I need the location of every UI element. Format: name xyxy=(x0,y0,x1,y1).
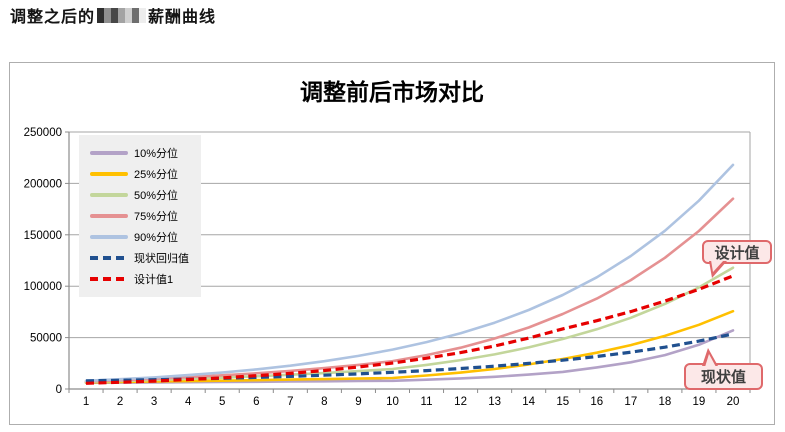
series-line-90%分位 xyxy=(84,163,735,383)
legend-swatch xyxy=(90,214,128,218)
legend-label: 10%分位 xyxy=(134,148,179,160)
legend-swatch xyxy=(90,256,128,260)
legend-label: 50%分位 xyxy=(134,190,179,202)
x-axis-label: 5 xyxy=(219,396,225,408)
y-axis-label: 250000 xyxy=(24,127,62,139)
x-axis-label: 2 xyxy=(117,396,123,408)
legend-swatch xyxy=(90,172,128,176)
x-axis-label: 18 xyxy=(658,396,671,408)
x-axis-label: 6 xyxy=(253,396,259,408)
chart-title: 调整前后市场对比 xyxy=(300,79,484,105)
redaction-block xyxy=(132,7,140,23)
x-axis-label: 3 xyxy=(151,396,157,408)
x-axis-label: 16 xyxy=(590,396,603,408)
legend-item: 50%分位 xyxy=(90,185,196,205)
x-axis-label: 12 xyxy=(454,396,467,408)
redaction-block xyxy=(118,7,126,23)
callout-design-value: 设计值 xyxy=(702,240,772,278)
legend-swatch xyxy=(90,151,128,155)
x-axis-label: 10 xyxy=(386,396,399,408)
redaction-block xyxy=(125,7,133,23)
y-axis-label: 200000 xyxy=(24,178,62,190)
y-axis-label: 0 xyxy=(56,384,62,396)
x-axis-label: 9 xyxy=(355,396,361,408)
x-axis-label: 1 xyxy=(83,396,89,408)
legend-item: 现状回归值 xyxy=(90,248,196,268)
y-axis-label: 50000 xyxy=(30,333,62,345)
legend-item: 10%分位 xyxy=(90,143,196,163)
x-axis-label: 19 xyxy=(693,396,706,408)
heading-suffix: 薪酬曲线 xyxy=(148,9,217,26)
legend-label: 25%分位 xyxy=(134,169,179,181)
legend-item: 25%分位 xyxy=(90,164,196,184)
callout-current-value: 现状值 xyxy=(684,348,763,390)
legend: 10%分位 25%分位 50%分位 75%分位 90%分位现状回归值设计值1 xyxy=(79,135,201,297)
series-line-设计值1 xyxy=(85,274,734,385)
legend-item: 设计值1 xyxy=(90,269,196,289)
legend-label: 设计值1 xyxy=(134,274,174,286)
chart-container[interactable]: 调整前后市场对比 0 50000 100000 150000 200000 250000 1… xyxy=(9,62,775,425)
heading-prefix: 调整之后的 xyxy=(10,9,96,26)
x-axis-label: 11 xyxy=(421,396,433,408)
series-line-75%分位 xyxy=(84,197,735,383)
callout-design-label: 设计值 xyxy=(714,244,760,262)
legend-swatch xyxy=(90,235,128,239)
legend-swatch xyxy=(90,277,128,281)
x-axis-label: 20 xyxy=(727,396,740,408)
y-axis-label: 150000 xyxy=(24,230,62,242)
x-axis-label: 14 xyxy=(522,396,535,408)
legend-swatch xyxy=(90,193,128,197)
legend-item: 75%分位 xyxy=(90,206,196,226)
page-heading: 调整之后的 薪酬曲线 xyxy=(10,5,217,26)
redaction-block xyxy=(97,7,105,23)
redaction-block xyxy=(139,7,147,23)
legend-label: 75%分位 xyxy=(134,211,179,223)
x-axis-label: 4 xyxy=(185,396,192,408)
legend-label: 现状回归值 xyxy=(134,253,189,265)
x-axis-label: 7 xyxy=(287,396,293,408)
x-axis-label: 17 xyxy=(624,396,637,408)
redaction-mosaic xyxy=(97,7,147,23)
y-axis-label: 100000 xyxy=(24,281,62,293)
callout-current-label: 现状值 xyxy=(700,369,746,386)
x-axis-label: 15 xyxy=(556,396,569,408)
x-axis-label: 8 xyxy=(321,396,327,408)
series-line-25%分位 xyxy=(84,309,735,384)
redaction-block xyxy=(111,7,119,23)
legend-item: 90%分位 xyxy=(90,227,196,247)
legend-label: 90%分位 xyxy=(134,232,179,244)
redaction-block xyxy=(104,7,112,23)
x-axis-label: 13 xyxy=(488,396,501,408)
